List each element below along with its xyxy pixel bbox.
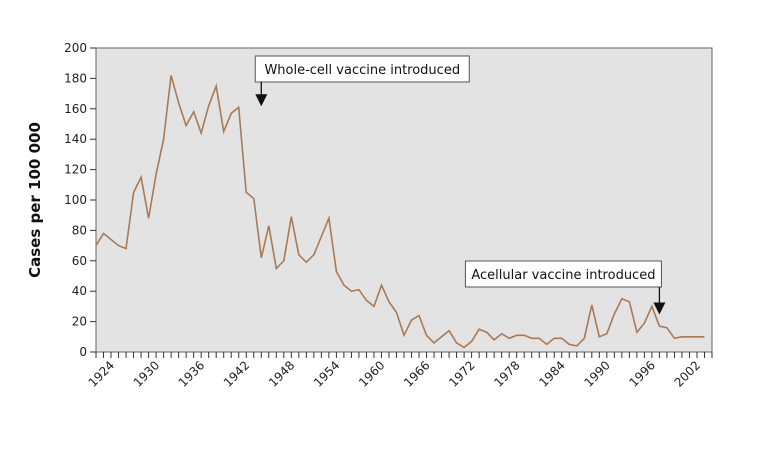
- annotation: Acellular vaccine introduced: [464, 260, 666, 315]
- y-tick-label: 0: [79, 345, 87, 359]
- y-tick-label: 160: [64, 102, 87, 116]
- x-tick-label: 2002: [672, 358, 703, 389]
- y-tick-label: 200: [64, 41, 87, 55]
- y-tick-label: 20: [72, 315, 87, 329]
- x-tick-label: 1984: [536, 358, 567, 389]
- x-tick-label: 1930: [131, 358, 162, 389]
- y-tick-label: 100: [64, 193, 87, 207]
- arrow-head-icon: [653, 302, 666, 315]
- x-tick-label: 1978: [491, 358, 522, 389]
- y-axis: 0 20 40 60 80 100 120 140 160 180 200: [64, 41, 96, 359]
- arrow-head-icon: [255, 94, 268, 107]
- y-tick-label: 180: [64, 71, 87, 85]
- x-tick-label: 1966: [401, 358, 432, 389]
- annotation: Whole-cell vaccine introduced: [254, 55, 470, 107]
- series-line: [95, 75, 705, 349]
- x-tick-label: 1936: [176, 358, 207, 389]
- y-tick-label: 140: [64, 132, 87, 146]
- annotation-box: [254, 55, 470, 83]
- x-tick-label: 1924: [86, 358, 117, 389]
- annotation-box: [464, 260, 662, 288]
- x-tick-label: 1960: [356, 358, 387, 389]
- x-axis: 1924 1930 1936 1942 1948 1954 1960 1966 1972 1978…: [86, 352, 713, 390]
- x-tick-label: 1990: [581, 358, 612, 389]
- y-tick-label: 60: [72, 254, 87, 268]
- x-tick-label: 1972: [446, 358, 477, 389]
- annotation-text: Whole-cell vaccine introduced: [264, 63, 460, 78]
- y-tick-label: 40: [72, 284, 87, 298]
- x-tick-label: 1942: [221, 358, 252, 389]
- plot-area: [95, 47, 713, 353]
- y-axis-label: Cases per 100 000: [26, 122, 44, 278]
- x-tick-label: 1996: [627, 358, 658, 389]
- x-tick-label: 1954: [311, 358, 342, 389]
- x-tick-label: 1948: [266, 358, 297, 389]
- y-tick-label: 80: [72, 223, 87, 237]
- annotation-text: Acellular vaccine introduced: [471, 268, 655, 283]
- y-tick-label: 120: [64, 163, 87, 177]
- annotations: Whole-cell vaccine introduced Acellular v…: [254, 55, 666, 315]
